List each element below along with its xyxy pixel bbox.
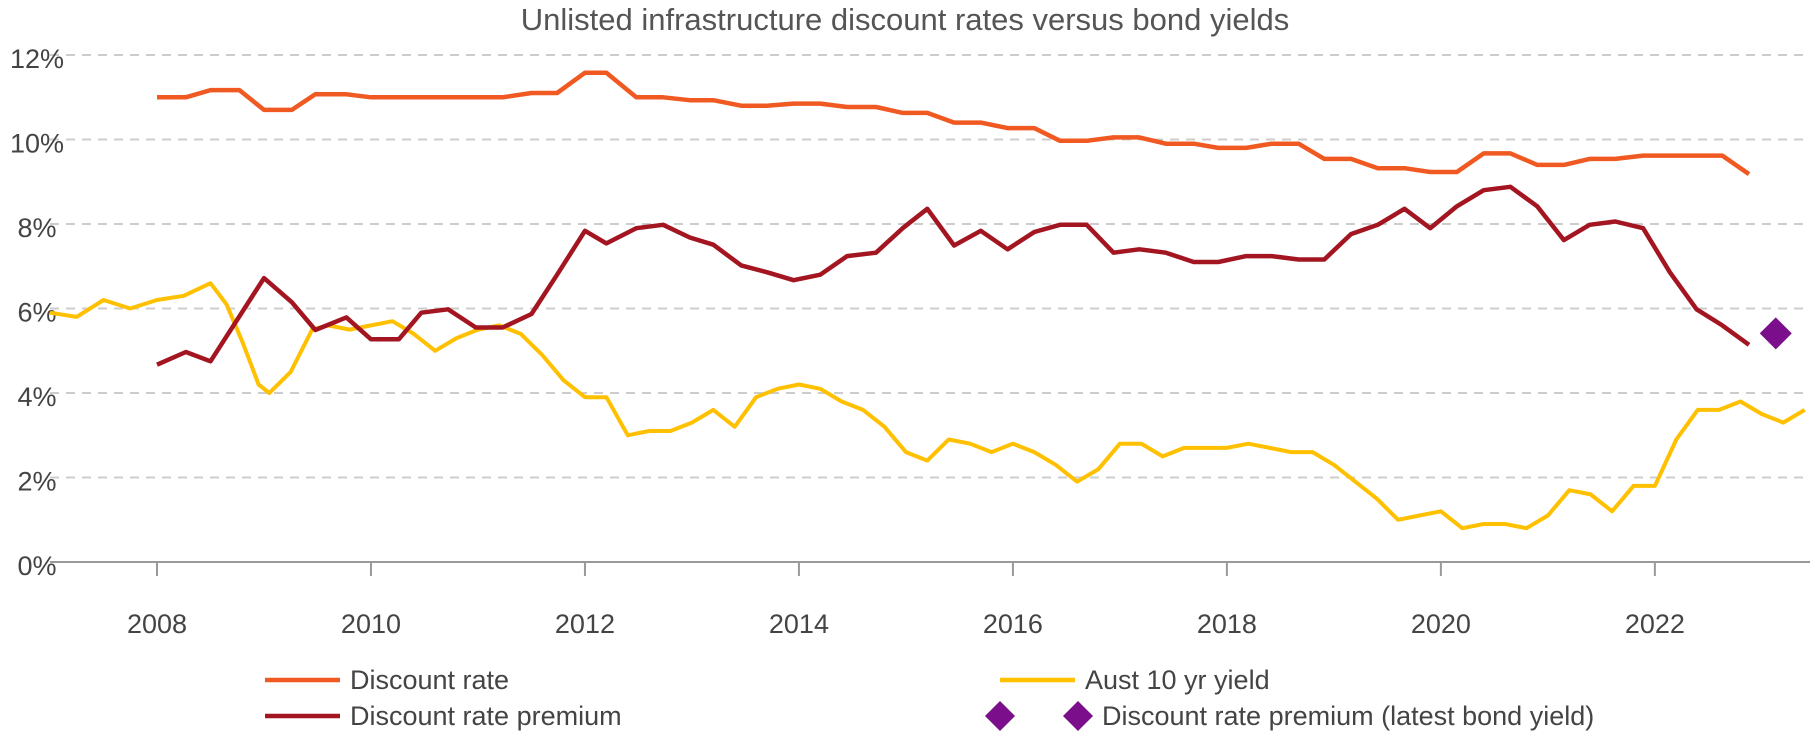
x-tick-label: 2012 (555, 609, 615, 639)
x-tick-label: 2022 (1625, 609, 1685, 639)
legend-label: Discount rate premium (latest bond yield… (1102, 701, 1594, 731)
y-tick-label: 6% (17, 298, 56, 328)
x-tick-label: 2020 (1411, 609, 1471, 639)
x-tick-label: 2008 (127, 609, 187, 639)
series-line (157, 70, 1751, 176)
x-tick-label: 2014 (769, 609, 829, 639)
y-tick-label: 8% (17, 213, 56, 243)
y-tick-label: 0% (17, 551, 56, 581)
series-line (49, 281, 1806, 531)
chart-title: Unlisted infrastructure discount rates v… (521, 2, 1289, 37)
y-tick-label: 4% (17, 382, 56, 412)
y-tick-label: 2% (17, 467, 56, 497)
legend-label: Discount rate premium (350, 701, 622, 731)
legend-label: Discount rate (350, 665, 509, 695)
legend-label: Aust 10 yr yield (1085, 665, 1270, 695)
legend-marker (985, 701, 1015, 731)
series-line (156, 184, 1751, 367)
y-tick-label: 10% (10, 129, 64, 159)
diamond-point (1759, 317, 1792, 350)
x-tick-label: 2018 (1197, 609, 1257, 639)
y-tick-label: 12% (10, 44, 64, 74)
x-tick-label: 2010 (341, 609, 401, 639)
legend-marker (1063, 701, 1093, 731)
x-tick-label: 2016 (983, 609, 1043, 639)
